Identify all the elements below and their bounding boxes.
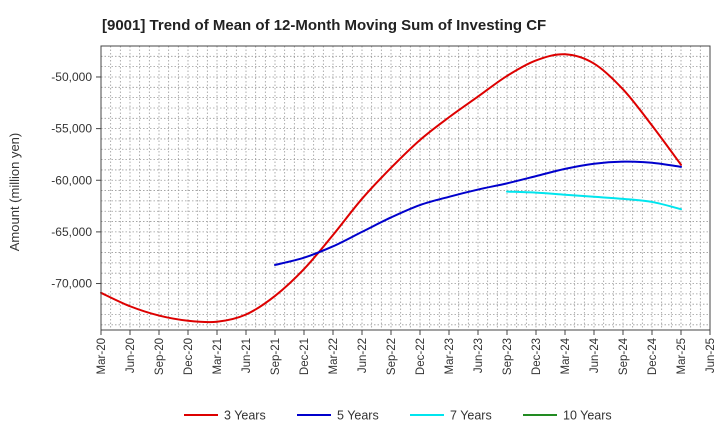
legend-item-7-years: 7 Years	[410, 409, 492, 423]
x-tick-label: Dec-23	[531, 338, 543, 375]
y-tick-label: -70,000	[51, 277, 92, 291]
series-5-years	[274, 160, 682, 266]
y-axis-ticks: -50,000 -55,000 -60,000 -65,000 -70,000	[51, 70, 101, 291]
legend-label-7-years: 7 Years	[450, 409, 492, 423]
legend-item-10-years: 10 Years	[523, 409, 612, 423]
x-tick-label: Jun-20	[125, 338, 137, 373]
x-tick-label: Mar-20	[96, 338, 108, 374]
chart-title: [9001] Trend of Mean of 12-Month Moving …	[102, 17, 546, 34]
x-tick-label: Sep-24	[618, 337, 630, 375]
x-tick-label: Dec-20	[183, 338, 195, 375]
x-tick-label: Dec-21	[299, 338, 311, 375]
x-tick-label: Sep-21	[270, 338, 282, 375]
x-axis-ticks: Mar-20 Jun-20 Sep-20 Dec-20 Mar-21 Jun-21 Sep-…	[96, 330, 717, 375]
x-tick-label: Mar-22	[328, 338, 340, 374]
series-line-7-years	[506, 190, 682, 211]
x-tick-label: Mar-24	[560, 337, 572, 374]
legend: 3 Years 5 Years 7 Years 10 Years	[184, 409, 612, 423]
x-tick-label: Sep-23	[502, 338, 514, 375]
series-7-years	[506, 190, 682, 211]
series-3-years	[100, 53, 682, 324]
x-tick-label: Sep-20	[154, 338, 166, 375]
x-tick-label: Mar-25	[676, 338, 688, 374]
series-line-5-years	[274, 160, 682, 266]
series-layer	[100, 53, 682, 324]
x-tick-label: Dec-22	[415, 338, 427, 375]
y-tick-label: -60,000	[51, 173, 92, 187]
x-tick-label: Jun-22	[357, 338, 369, 373]
y-tick-label: -65,000	[51, 225, 92, 239]
legend-item-3-years: 3 Years	[184, 409, 266, 423]
x-tick-label: Sep-22	[386, 338, 398, 375]
series-line-3-years	[100, 53, 682, 324]
x-tick-label: Dec-24	[647, 337, 659, 375]
legend-label-5-years: 5 Years	[337, 409, 379, 423]
x-tick-label: Mar-23	[444, 338, 456, 374]
legend-label-10-years: 10 Years	[563, 409, 612, 423]
x-tick-label: Mar-21	[212, 338, 224, 374]
legend-item-5-years: 5 Years	[297, 409, 379, 423]
y-tick-label: -55,000	[51, 122, 92, 136]
x-tick-label: Jun-23	[473, 338, 485, 373]
grid-layer	[100, 46, 711, 330]
y-axis-label: Amount (million yen)	[7, 133, 22, 252]
x-tick-label: Jun-24	[589, 337, 601, 373]
plot-frame	[100, 45, 711, 331]
y-tick-label: -50,000	[51, 70, 92, 84]
x-tick-label: Jun-25	[705, 338, 717, 373]
x-tick-label: Jun-21	[241, 338, 253, 373]
legend-label-3-years: 3 Years	[224, 409, 266, 423]
